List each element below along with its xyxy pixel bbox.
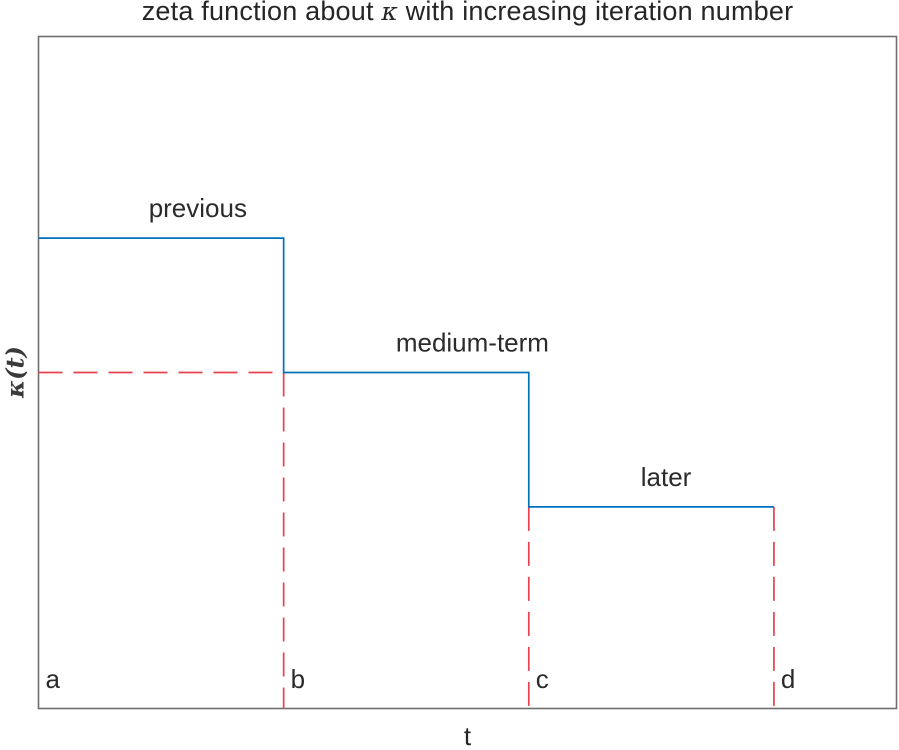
- chart-title-text-pre: zeta function about: [141, 0, 382, 26]
- chart-title-text-post: with increasing iteration number: [397, 0, 794, 26]
- x-axis-label: t: [463, 721, 472, 750]
- x-tick-label-c: c: [536, 664, 549, 694]
- step-label-previous: previous: [149, 193, 247, 223]
- step-label-later: later: [641, 462, 692, 492]
- x-tick-label-b: b: [291, 664, 305, 694]
- step-function-line: [38, 237, 774, 508]
- x-tick-label-d: d: [781, 664, 795, 694]
- x-tick-label-a: a: [46, 664, 61, 694]
- kappa-symbol: κ: [381, 0, 398, 26]
- step-label-medium-term: medium-term: [396, 328, 549, 358]
- chart-title: zeta function about κ with increasing it…: [38, 0, 897, 27]
